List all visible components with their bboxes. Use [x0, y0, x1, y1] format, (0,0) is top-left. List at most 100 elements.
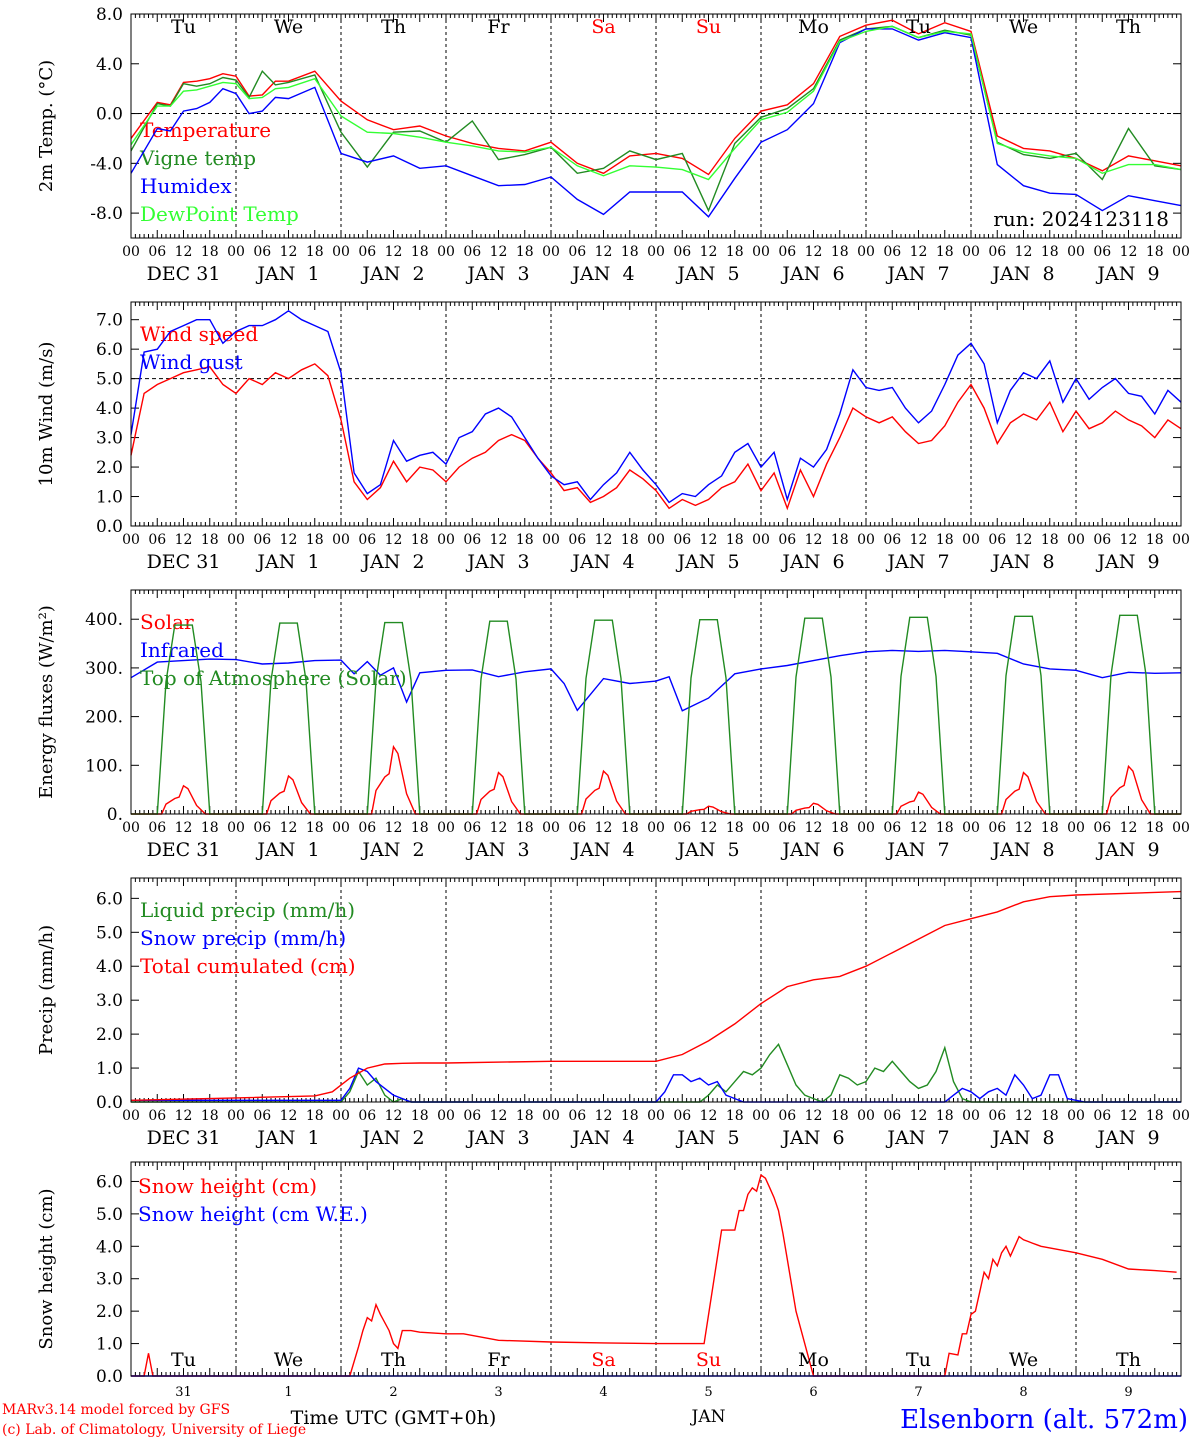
legend-entry: Vigne temp — [139, 146, 256, 170]
day-number: 4 — [599, 1385, 607, 1400]
hour-tick-label: 06 — [358, 1108, 376, 1124]
y-tick-label: 0.0 — [96, 1367, 123, 1387]
day-name: Sa — [591, 16, 615, 38]
hour-tick-label: 18 — [726, 532, 744, 548]
hour-tick-label: 12 — [1015, 244, 1033, 260]
hour-tick-label: 18 — [306, 532, 324, 548]
day-name: Tu — [171, 1349, 196, 1371]
day-name: Th — [1116, 16, 1141, 38]
hour-tick-label: 00 — [227, 820, 245, 836]
date-label: JAN 5 — [675, 839, 739, 861]
hour-tick-label: 12 — [910, 532, 928, 548]
hour-tick-label: 06 — [148, 532, 166, 548]
hour-tick-label: 00 — [1067, 532, 1085, 548]
date-label: JAN 8 — [990, 1127, 1054, 1149]
series-line — [130, 363, 1182, 511]
hour-tick-label: 12 — [700, 532, 718, 548]
hour-tick-label: 00 — [752, 1108, 770, 1124]
date-label: JAN 8 — [990, 839, 1054, 861]
hour-tick-label: 00 — [1067, 820, 1085, 836]
hour-tick-label: 00 — [332, 1108, 350, 1124]
date-label: JAN 1 — [255, 263, 319, 285]
date-label: DEC 31 — [147, 839, 221, 861]
hour-tick-label: 06 — [883, 1108, 901, 1124]
y-tick-label: 0.0 — [96, 105, 123, 125]
hour-tick-label: 06 — [673, 820, 691, 836]
date-label: JAN 4 — [570, 263, 634, 285]
day-name: Fr — [487, 1349, 510, 1371]
legend-entry: Snow precip (mm/h) — [140, 926, 346, 950]
legend-entry: Wind gust — [140, 350, 243, 374]
hour-tick-label: 00 — [1067, 244, 1085, 260]
hour-tick-label: 12 — [910, 820, 928, 836]
date-label: JAN 2 — [360, 551, 424, 573]
hour-tick-label: 12 — [1120, 820, 1138, 836]
hour-tick-label: 00 — [122, 820, 140, 836]
hour-tick-label: 12 — [595, 244, 613, 260]
hour-tick-label: 06 — [673, 1108, 691, 1124]
month-label: JAN — [690, 1407, 726, 1427]
date-label: JAN 7 — [885, 839, 949, 861]
y-axis-label: 10m Wind (m/s) — [36, 342, 57, 487]
day-number: 6 — [809, 1385, 817, 1400]
y-tick-label: 1.0 — [96, 1335, 123, 1355]
run-label: run: 2024123118 — [993, 207, 1169, 231]
hour-tick-label: 06 — [568, 532, 586, 548]
hour-tick-label: 12 — [1015, 1108, 1033, 1124]
hour-tick-label: 06 — [358, 244, 376, 260]
hour-tick-label: 18 — [936, 532, 954, 548]
date-label: DEC 31 — [147, 551, 221, 573]
y-axis-label: Energy fluxes (W/m²) — [36, 605, 57, 799]
hour-tick-label: 06 — [358, 820, 376, 836]
day-number: 7 — [914, 1385, 922, 1400]
hour-tick-label: 00 — [542, 820, 560, 836]
hour-tick-label: 12 — [280, 532, 298, 548]
series-line — [130, 25, 1182, 181]
hour-tick-label: 18 — [726, 1108, 744, 1124]
day-number: 2 — [389, 1385, 397, 1400]
plot-frame — [130, 1161, 1182, 1377]
hour-tick-label: 18 — [831, 532, 849, 548]
hour-tick-label: 00 — [962, 244, 980, 260]
date-label: JAN 1 — [255, 551, 319, 573]
hour-tick-label: 06 — [1093, 1108, 1111, 1124]
y-axis-label: Precip (mm/h) — [36, 925, 57, 1055]
panel-1: 8.0 4.0 0.0 -4.0 -8.0 2m Temp. (°C) Temperatur… — [36, 5, 1190, 285]
legend-entry: Wind speed — [140, 322, 258, 346]
day-name: We — [274, 16, 303, 38]
hour-tick-label: 18 — [936, 1108, 954, 1124]
date-label: JAN 3 — [465, 1127, 529, 1149]
hour-tick-label: 12 — [175, 244, 193, 260]
y-tick-label: 0.0 — [96, 517, 123, 537]
hour-tick-label: 06 — [883, 820, 901, 836]
date-label: JAN 9 — [1095, 839, 1159, 861]
series-line — [130, 890, 1182, 1101]
hour-tick-label: 18 — [306, 820, 324, 836]
hour-tick-label: 18 — [1041, 820, 1059, 836]
hour-tick-label: 00 — [1172, 1108, 1190, 1124]
day-number: 31 — [175, 1385, 192, 1400]
legend-entry: Solar — [140, 610, 194, 634]
hour-tick-label: 06 — [988, 1108, 1006, 1124]
date-label: JAN 4 — [570, 1127, 634, 1149]
y-tick-label: 200. — [85, 708, 123, 728]
hour-tick-label: 00 — [122, 532, 140, 548]
hour-tick-label: 06 — [988, 820, 1006, 836]
hour-tick-label: 18 — [621, 1108, 639, 1124]
date-label: JAN 8 — [990, 551, 1054, 573]
panel-3: 400. 300. 200. 100. 0. Energy fluxes (W/m²) So… — [36, 589, 1190, 861]
hour-tick-label: 00 — [437, 532, 455, 548]
legend-entry: Snow height (cm) — [138, 1174, 317, 1198]
hour-tick-label: 00 — [1172, 244, 1190, 260]
hour-tick-label: 06 — [1093, 244, 1111, 260]
hour-tick-label: 00 — [332, 244, 350, 260]
hour-tick-label: 00 — [752, 532, 770, 548]
series-line — [130, 19, 1182, 176]
hour-tick-label: 12 — [280, 1108, 298, 1124]
hour-tick-label: 00 — [962, 1108, 980, 1124]
hour-tick-label: 18 — [516, 244, 534, 260]
hour-tick-label: 18 — [516, 820, 534, 836]
date-label: JAN 1 — [255, 839, 319, 861]
hour-tick-label: 06 — [463, 244, 481, 260]
legend-entry: Humidex — [140, 174, 232, 198]
